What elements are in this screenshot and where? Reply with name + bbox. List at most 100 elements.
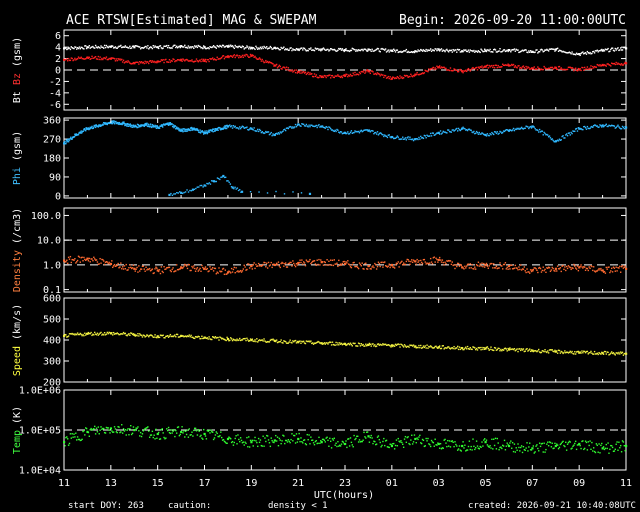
trace-point: [510, 440, 512, 442]
trace-point: [503, 347, 506, 350]
trace-point: [505, 348, 508, 350]
trace-point: [464, 347, 466, 350]
trace-point: [583, 350, 585, 352]
trace-point: [233, 187, 235, 190]
trace-point: [624, 126, 626, 128]
trace-point: [125, 434, 127, 436]
trace-point: [134, 125, 136, 128]
trace-point: [507, 347, 509, 350]
trace-point: [584, 68, 587, 71]
trace-point: [519, 268, 521, 271]
y-tick-label: 500: [43, 315, 61, 326]
y-tick-label: 0: [55, 66, 61, 77]
trace-point: [176, 127, 179, 129]
trace-point: [230, 44, 232, 46]
trace-point: [148, 46, 151, 49]
trace-point: [465, 69, 467, 71]
trace-point: [541, 49, 544, 51]
trace-point: [347, 75, 349, 78]
trace-point: [329, 74, 331, 76]
trace-point: [460, 51, 462, 53]
trace-point: [217, 45, 219, 48]
trace-point: [245, 339, 247, 342]
trace-point: [309, 72, 311, 74]
trace-point: [99, 125, 102, 127]
trace-point: [214, 46, 217, 48]
trace-point: [304, 342, 307, 345]
trace-point: [502, 49, 505, 51]
trace-point: [212, 57, 214, 59]
data-point: [390, 444, 394, 448]
trace-point: [340, 131, 343, 133]
trace-point: [446, 48, 448, 51]
data-point: [625, 47, 628, 50]
trace-point: [240, 56, 243, 58]
trace-point: [381, 444, 383, 447]
trace-point: [67, 262, 69, 265]
trace-point: [292, 71, 294, 73]
trace-point: [617, 124, 619, 126]
trace-point: [361, 130, 363, 133]
trace-point: [154, 334, 156, 336]
trace-point: [288, 440, 290, 443]
trace-point: [502, 131, 504, 134]
trace-point: [173, 193, 175, 195]
trace-point: [190, 334, 192, 337]
trace-point: [154, 268, 156, 270]
trace-point: [491, 438, 493, 441]
trace-point: [210, 58, 212, 60]
trace-point: [455, 264, 457, 266]
data-point: [297, 48, 300, 51]
trace-point: [433, 346, 435, 349]
trace-point: [118, 45, 120, 47]
data-point: [320, 342, 323, 345]
trace-point: [203, 132, 205, 134]
trace-point: [298, 261, 300, 264]
trace-point: [440, 347, 443, 350]
trace-point: [141, 265, 144, 268]
trace-point: [302, 70, 305, 73]
trace-point: [493, 263, 495, 265]
trace-point: [318, 124, 320, 126]
trace-point: [220, 271, 222, 273]
trace-point: [78, 132, 80, 134]
trace-point: [67, 47, 70, 50]
trace-point: [221, 337, 224, 340]
trace-point: [248, 56, 250, 58]
trace-point: [66, 58, 68, 60]
trace-point: [155, 125, 157, 127]
trace-point: [430, 346, 433, 348]
trace-point: [458, 69, 461, 71]
trace-point: [493, 267, 496, 269]
trace-point: [130, 62, 132, 65]
trace-point: [529, 68, 532, 70]
trace-point: [395, 49, 398, 51]
trace-point: [119, 431, 121, 434]
trace-point: [229, 183, 232, 185]
trace-point: [293, 434, 295, 437]
trace-point: [573, 444, 575, 446]
trace-point: [408, 51, 410, 54]
trace-point: [182, 46, 184, 48]
y-axis-label-part: Phi: [12, 167, 23, 185]
trace-point: [138, 265, 140, 267]
trace-point: [444, 347, 446, 349]
trace-point: [593, 65, 596, 68]
trace-point: [441, 66, 444, 69]
trace-point: [570, 448, 572, 450]
trace-point: [411, 443, 414, 445]
trace-point: [547, 50, 550, 52]
trace-point: [417, 138, 419, 141]
trace-point: [415, 50, 417, 53]
trace-point: [172, 45, 174, 48]
trace-point: [271, 266, 273, 269]
trace-point: [235, 435, 237, 437]
trace-point: [383, 76, 385, 79]
trace-point: [188, 47, 190, 49]
trace-point: [592, 126, 594, 128]
trace-point: [375, 49, 377, 51]
trace-point: [194, 46, 197, 48]
trace-point: [351, 132, 354, 134]
trace-point: [395, 439, 398, 441]
trace-point: [591, 441, 593, 444]
